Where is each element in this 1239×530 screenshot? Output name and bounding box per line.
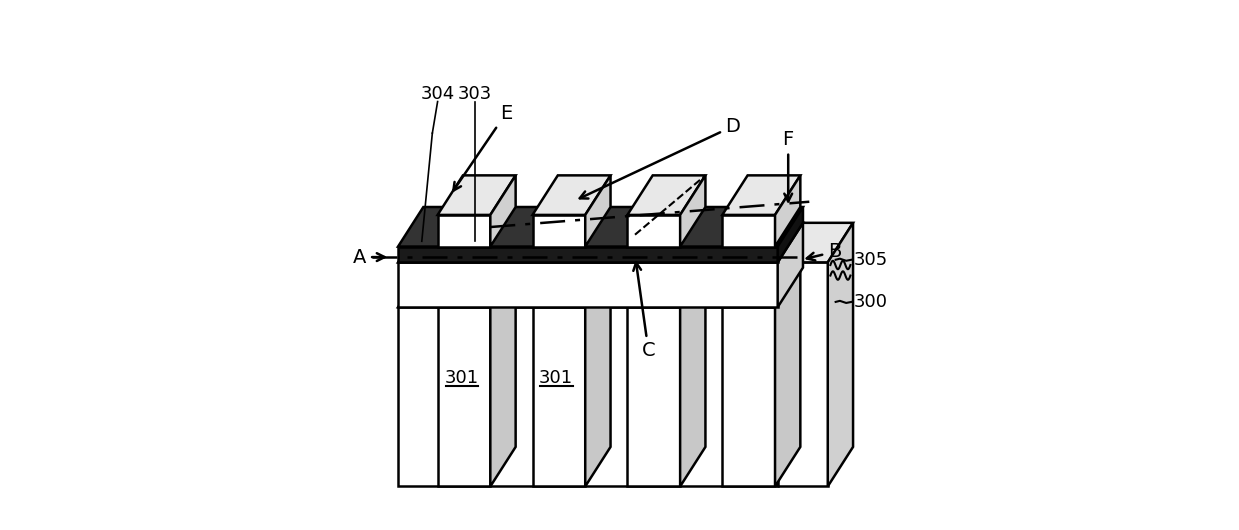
Polygon shape: [776, 268, 800, 487]
Polygon shape: [627, 215, 680, 246]
Polygon shape: [627, 307, 680, 487]
Polygon shape: [680, 268, 705, 487]
Polygon shape: [778, 223, 854, 262]
Text: F: F: [783, 130, 794, 201]
Polygon shape: [722, 175, 800, 215]
Polygon shape: [627, 175, 705, 215]
Polygon shape: [491, 268, 515, 487]
Polygon shape: [533, 175, 611, 215]
Polygon shape: [437, 307, 491, 487]
Text: 301: 301: [445, 369, 478, 387]
Polygon shape: [491, 175, 515, 246]
Polygon shape: [585, 175, 611, 246]
Polygon shape: [722, 307, 776, 487]
Text: 301: 301: [539, 369, 574, 387]
Text: C: C: [633, 262, 655, 360]
Polygon shape: [437, 175, 515, 215]
Polygon shape: [722, 268, 800, 307]
Polygon shape: [533, 215, 585, 246]
Polygon shape: [398, 262, 778, 307]
Polygon shape: [627, 268, 705, 307]
Text: A: A: [353, 248, 384, 267]
Text: 300: 300: [854, 293, 888, 311]
Text: 304: 304: [420, 85, 455, 103]
Polygon shape: [398, 268, 803, 307]
Text: 303: 303: [457, 85, 492, 103]
Polygon shape: [778, 207, 803, 262]
Polygon shape: [437, 215, 491, 246]
Polygon shape: [776, 175, 800, 246]
Polygon shape: [778, 268, 803, 487]
Polygon shape: [398, 307, 778, 487]
Polygon shape: [437, 268, 515, 307]
Polygon shape: [778, 262, 828, 487]
Polygon shape: [398, 246, 778, 262]
Polygon shape: [722, 215, 776, 246]
Text: D: D: [580, 117, 740, 199]
Polygon shape: [680, 175, 705, 246]
Polygon shape: [778, 223, 803, 307]
Polygon shape: [398, 223, 803, 262]
Polygon shape: [585, 268, 611, 487]
Polygon shape: [533, 268, 611, 307]
Polygon shape: [828, 223, 854, 487]
Text: E: E: [453, 104, 512, 191]
Text: 305: 305: [854, 251, 888, 269]
Text: B: B: [807, 242, 841, 261]
Polygon shape: [398, 207, 803, 246]
Polygon shape: [533, 307, 585, 487]
